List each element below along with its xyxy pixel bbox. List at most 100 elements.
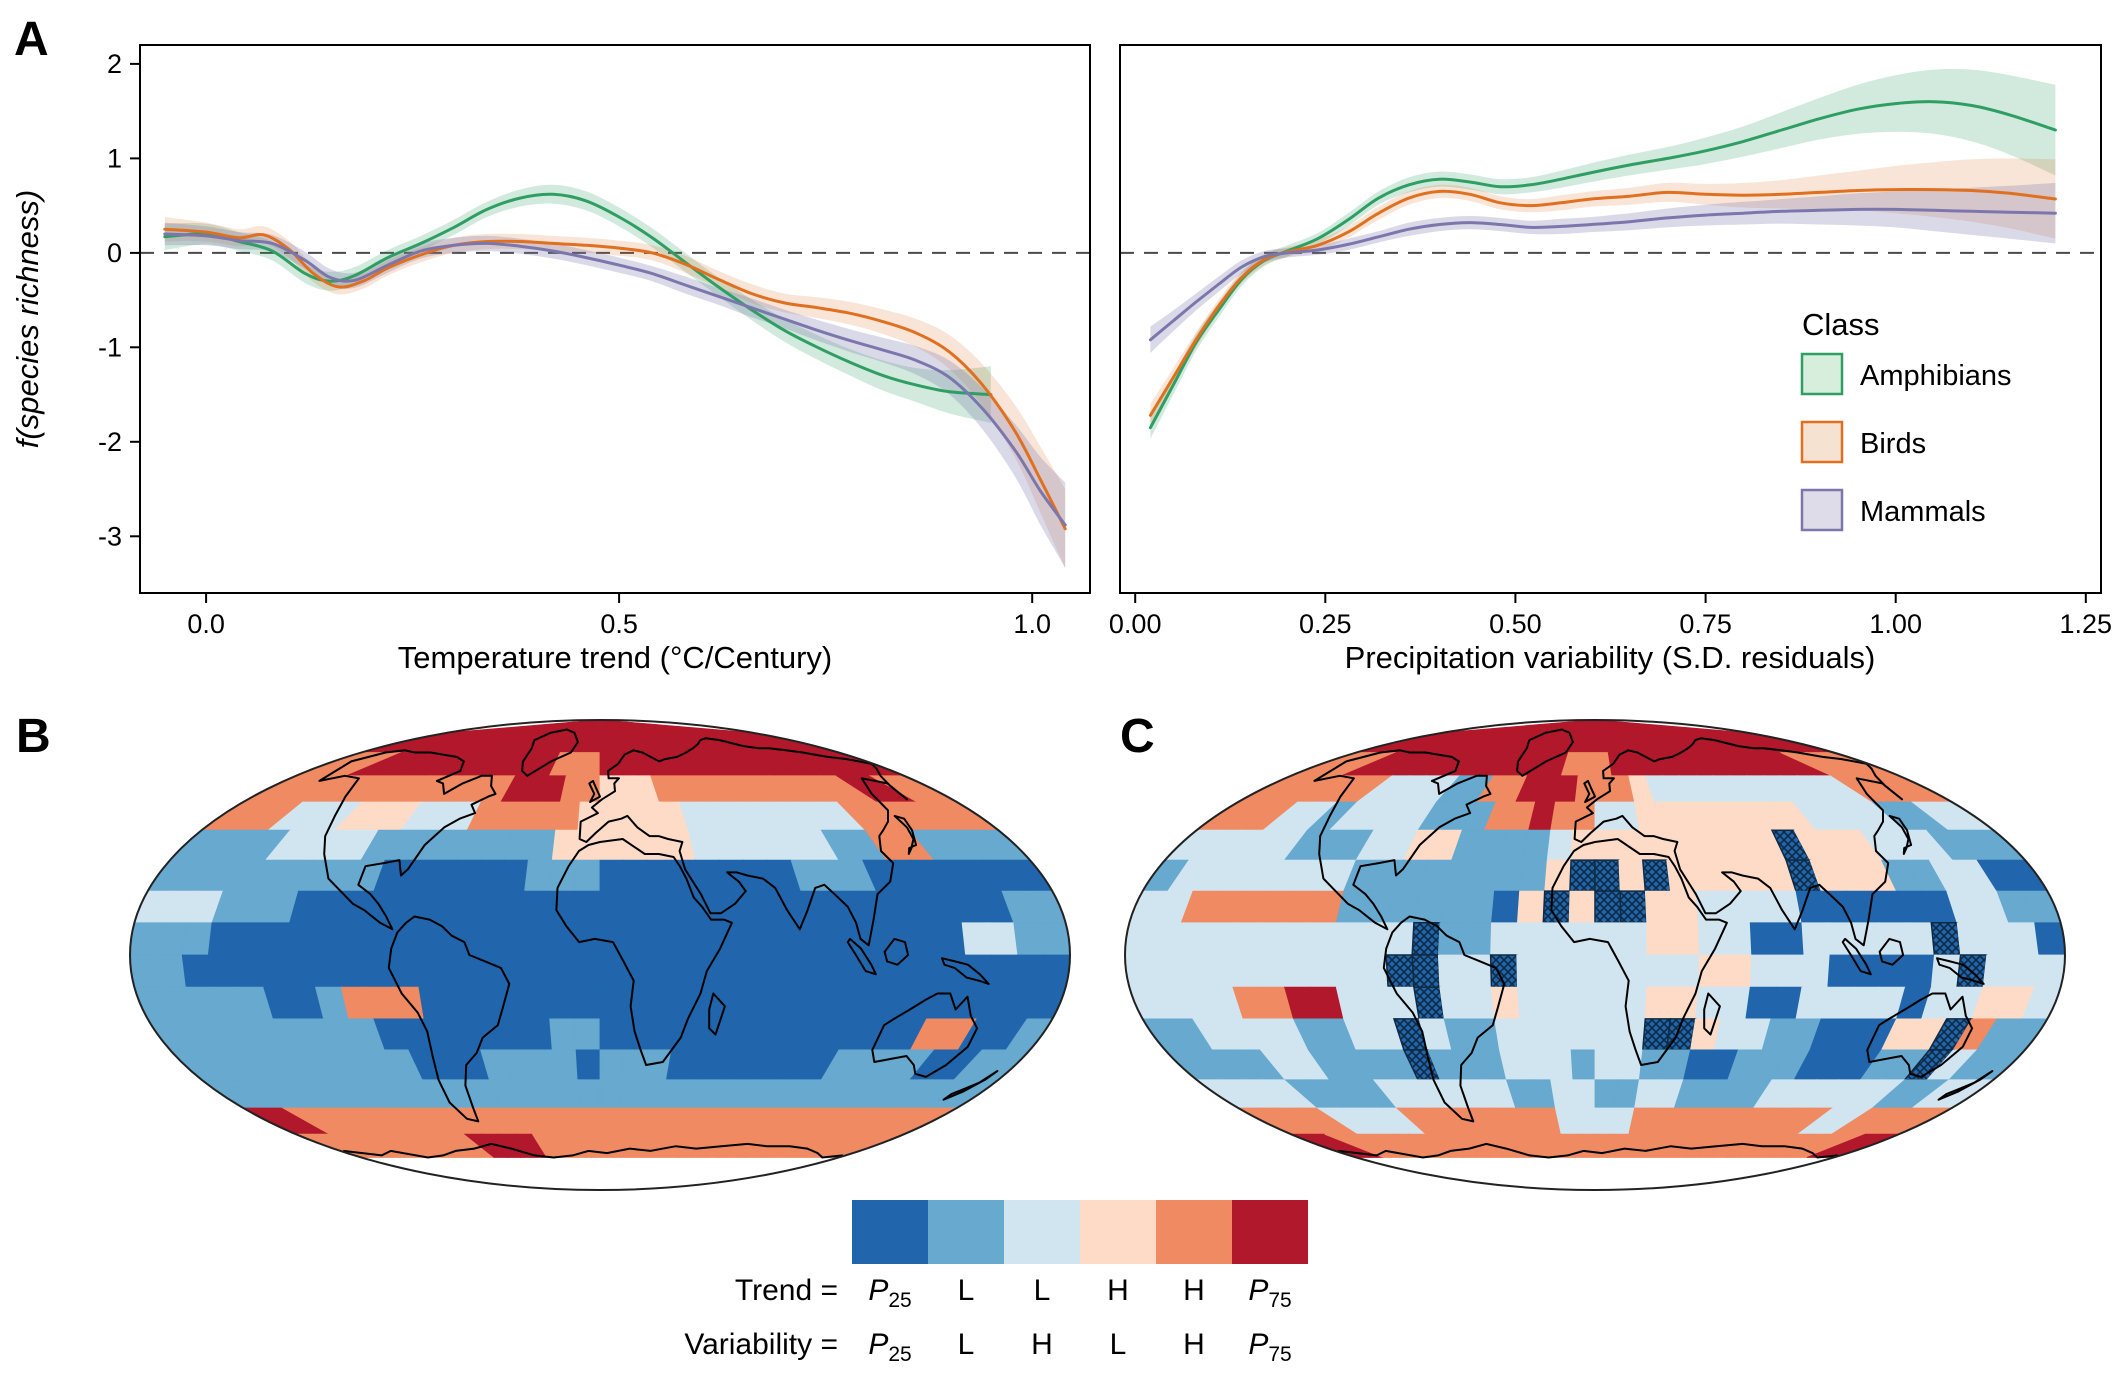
map-cell	[573, 954, 601, 988]
maplegend-swatch	[852, 1200, 928, 1264]
maplegend-value: H	[1183, 1274, 1205, 1307]
map-cell	[1202, 954, 1234, 988]
map-cell	[647, 1018, 676, 1051]
map-cell	[2034, 954, 2066, 988]
map-cell	[521, 890, 551, 924]
maplegend-row-label: Trend =	[735, 1274, 838, 1307]
map-cell	[599, 1049, 625, 1081]
map-cell	[625, 922, 653, 956]
map-cell	[1307, 954, 1337, 988]
y-axis-title: f(species richness)	[10, 190, 45, 448]
map-cell	[444, 986, 475, 1020]
map-cell	[1695, 986, 1725, 1020]
map-cell	[1619, 986, 1648, 1020]
x-tick-label: 0.50	[1489, 609, 1542, 639]
map-cell	[551, 829, 579, 861]
map-cell	[599, 986, 627, 1020]
coastline-eurasia	[1573, 737, 1903, 947]
map-cell	[1516, 922, 1544, 956]
map-cell	[1644, 890, 1674, 924]
map-cell	[577, 1079, 601, 1109]
map-cell	[1307, 922, 1337, 956]
map-cell	[1465, 890, 1495, 924]
map-cell	[624, 890, 653, 924]
x-tick-label: 0.75	[1679, 609, 1732, 639]
map-cell	[1594, 922, 1622, 956]
map-cell	[599, 1018, 626, 1051]
map-cell	[1255, 954, 1286, 988]
map-cell	[496, 890, 526, 924]
x-axis-title-right: Precipitation variability (S.D. residual…	[1345, 640, 1876, 675]
map-cell	[1723, 954, 1753, 988]
map-cell	[470, 890, 500, 924]
map-cell	[1879, 954, 1909, 988]
map-cell	[260, 954, 291, 988]
panel-b-label: B	[16, 710, 51, 763]
map-cell	[599, 922, 627, 956]
x-tick-label: 1.00	[1869, 609, 1922, 639]
precipitation-variability-plot: 0.00 0.25 0.50 0.75 1.00 1.25	[1109, 44, 2112, 639]
coastline-new-zealand	[1937, 1070, 1994, 1101]
maplegend-value: H	[1031, 1328, 1053, 1361]
map-cell	[1522, 1049, 1552, 1081]
map-cell	[1749, 922, 1779, 956]
map-cell	[1228, 922, 1260, 956]
map-cell	[1723, 922, 1753, 956]
plot-border	[1119, 44, 2102, 594]
x-tick-label: 0.00	[1109, 609, 1162, 639]
map-cell	[754, 954, 784, 988]
map-cell	[1775, 922, 1805, 956]
map-cell	[1516, 954, 1544, 988]
map-cell	[961, 922, 993, 956]
map-cell	[286, 922, 316, 956]
coastline-africa	[1550, 838, 1728, 1066]
coastline-australia	[871, 992, 979, 1078]
maplegend-value: P25	[868, 1328, 911, 1366]
coastline-borneo	[883, 937, 910, 966]
map-cell	[909, 922, 940, 956]
map-cell	[1569, 1018, 1596, 1051]
map-panel-b	[129, 719, 1071, 1191]
map-cell	[499, 1018, 529, 1051]
map-cell	[1516, 890, 1546, 924]
map-cell	[555, 801, 581, 831]
map-cell	[1516, 986, 1546, 1020]
coastline-borneo	[1878, 937, 1905, 966]
coastline-new-guinea	[941, 957, 990, 985]
map-cell	[1522, 829, 1552, 861]
map-cell	[700, 890, 730, 924]
map-cell	[725, 986, 756, 1020]
maplegend-value: P75	[1248, 1274, 1291, 1312]
map-cell	[728, 954, 758, 988]
coastline-africa	[555, 838, 733, 1066]
map-cell	[233, 922, 265, 956]
maplegend-value: L	[958, 1328, 975, 1361]
coastline-sumatra	[1841, 937, 1872, 976]
coastline-japan	[893, 814, 918, 855]
map-cell	[703, 922, 732, 956]
map-cell	[338, 922, 368, 956]
map-cell	[624, 986, 653, 1020]
map-cell	[599, 890, 627, 924]
map-cell	[574, 859, 601, 892]
coastline-north-america	[1313, 749, 1492, 931]
smooth-line-birds	[163, 227, 1067, 531]
map-cell-hatched	[1930, 922, 1962, 956]
map-cell	[1490, 922, 1518, 956]
maplegend-value: H	[1183, 1328, 1205, 1361]
map-cell	[1568, 986, 1596, 1020]
map-cell	[1698, 922, 1727, 956]
map-cell	[2008, 954, 2040, 988]
map-cell	[1775, 954, 1805, 988]
map-cell-hatched	[1619, 890, 1648, 924]
map-cell	[1672, 954, 1700, 988]
coastline-eurasia	[578, 737, 908, 947]
map-cell	[2008, 922, 2040, 956]
map-cell	[1904, 954, 1935, 988]
map-cell	[2034, 922, 2066, 956]
map-cell	[1439, 890, 1470, 924]
coastline-antarctica	[1338, 1142, 1839, 1159]
maplegend-swatch	[1004, 1200, 1080, 1264]
maplegend-value: L	[1110, 1328, 1127, 1361]
map-cell	[1720, 986, 1751, 1020]
